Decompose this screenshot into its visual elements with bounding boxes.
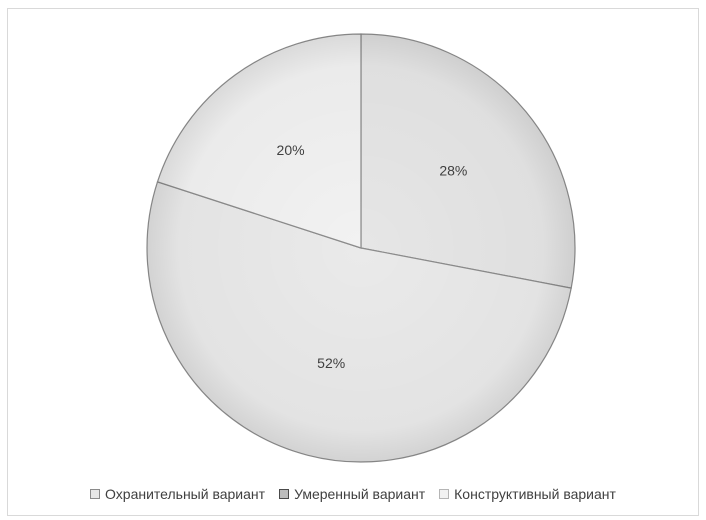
legend-item-konstruktivny: Конструктивный вариант	[439, 486, 616, 502]
legend-swatch	[279, 489, 290, 499]
legend-label: Конструктивный вариант	[454, 486, 616, 502]
data-label-umerenny: 52%	[317, 355, 345, 371]
data-label-konstruktivny: 20%	[277, 142, 305, 158]
data-label-okhranitelny: 28%	[439, 162, 467, 178]
pie-chart: 28% 52% 20%	[146, 33, 576, 463]
legend-swatch	[439, 489, 450, 499]
pie-slice-okhranitelny	[360, 33, 576, 289]
legend-label: Умеренный вариант	[294, 486, 426, 502]
legend-label: Охранительный вариант	[105, 486, 266, 502]
chart-area: 28% 52% 20% Охранительный вариант Умеренны…	[7, 8, 699, 516]
legend-item-okhranitelny: Охранительный вариант	[90, 486, 265, 502]
legend-item-umerenny: Умеренный вариант	[279, 486, 425, 502]
chart-legend: Охранительный вариант Умеренный вариант …	[8, 486, 698, 502]
legend-swatch	[90, 489, 101, 499]
